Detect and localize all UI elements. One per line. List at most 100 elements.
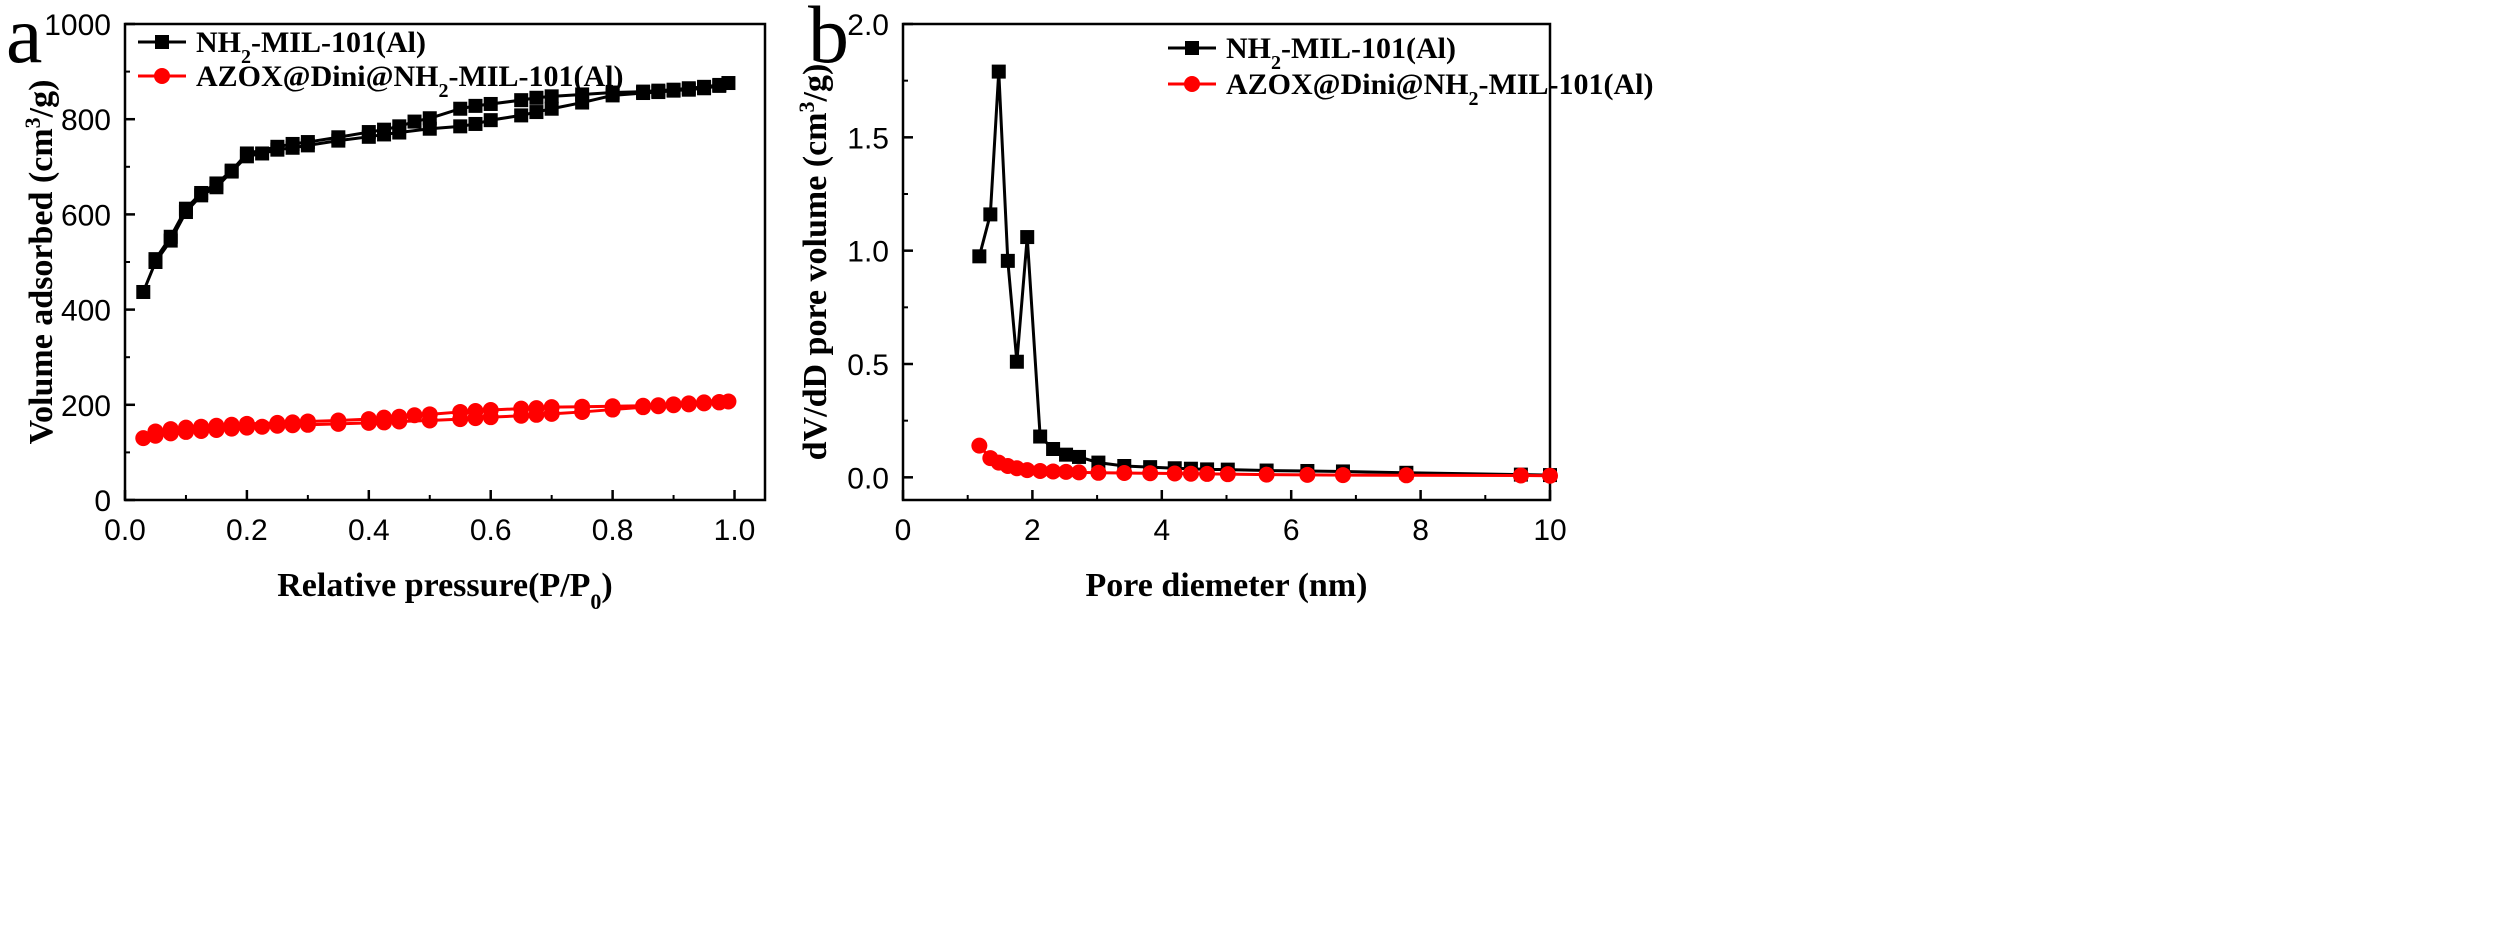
panel-a-x-axis-label-sub: 0 [590,589,601,614]
panel-a-x-tick-label: 0.4 [348,514,390,547]
panel-a-series-1-legend-label-pre: NH [196,26,241,59]
panel-b-series-2-legend-label-post: -MIL-101(Al) [1479,68,1654,101]
panel-b-y-axis-label: dV/dD pore volume (cm3/g) [794,64,835,461]
panel-a-series-1-legend-marker [155,35,169,49]
panel-b-series-1-point [1059,447,1074,462]
panel-a-series-1-point [544,101,559,116]
panel-a-x-tick-label: 1.0 [714,514,756,547]
panel-a-series-1-point [136,284,151,299]
panel-b-series-2-point [1258,466,1275,483]
panel-b-series-2-point [1019,462,1036,479]
panel-a-series-2-point [467,402,484,419]
panel-a-y-tick-label: 1000 [44,9,111,42]
panel-a-series-2-point [696,394,713,411]
panel-b-x-tick-label: 6 [1283,514,1300,547]
panel-b-series-1-legend-label-post: -MIL-101(Al) [1281,32,1456,65]
panel-b-series-2-point [1045,463,1062,480]
panel-a-series-1-point [529,90,544,105]
panel-a-label: a [6,0,42,80]
panel-a-series-1-legend-label-sub: 2 [241,46,251,68]
panel-b-x-axis-label-text: Pore diemeter (nm) [1086,567,1368,604]
panel-a-series-1-point [468,116,483,131]
panel-a-series-1-point [407,114,422,129]
panel-b-y-tick-label: 2.0 [847,9,889,42]
panel-a-series-2-legend-label: AZOX@Dini@NH2-MIL-101(Al) [196,60,623,102]
panel-a-series-2-point [482,402,499,419]
panel-b-x-tick-label: 8 [1412,514,1429,547]
panel-a-series-2-legend-marker [154,68,170,84]
panel-b-y-tick-label: 1.0 [847,236,889,269]
panel-b-series-2-point [1032,462,1049,479]
panel-a-series-1-point [483,113,498,128]
panel-a-series-1-point [529,105,544,120]
panel-b-series-2-point [1142,465,1159,482]
panel-a-series-1-point [636,84,651,99]
panel-a-series-1-legend-label: NH2-MIL-101(Al) [196,26,426,68]
panel-a-series-2-point [299,413,316,430]
panel-a-series-2-point [528,400,545,417]
panel-a-series-1-point [239,146,254,161]
panel-a-series-2-point [135,430,152,447]
panel-a-series-1-point [453,119,468,134]
panel-a-series-1-point [483,96,498,111]
panel-a-series-1-point [148,252,163,267]
panel-a-series-1-point [514,108,529,123]
panel-b-series-1-point [991,64,1006,79]
panel-b-y-axis-label-sup: 3 [794,101,819,112]
panel-a-series-2-point [238,415,255,432]
panel-a-series-1-point [453,101,468,116]
panel-a-x-tick-label: 0.2 [226,514,268,547]
panel-b-series-2-point [1199,465,1216,482]
panel-a-series-2-point [574,398,591,415]
panel-a-series-1-point [178,201,193,216]
panel-b-chart: 0 2 4 6 8 10 0.0 0.5 1.0 1.5 2.0b Pore diemeter (nm… [794,0,1654,604]
panel-a-series-2-point [452,403,469,420]
panel-a-series-2-point [421,406,438,423]
panel-a-series-2-point [513,400,530,417]
panel-a-series-1-point [270,139,285,154]
panel-a-series-2-point [330,412,347,429]
panel-b-x-axis-label: Pore diemeter (nm) [1086,567,1368,604]
panel-a-series-1-point [666,82,681,97]
panel-a-y-axis-label-end: /g) [23,80,60,119]
panel-a-series-2-point [391,408,408,425]
panel-a-y-axis-label: Volume adsorbed (cm3/g) [20,80,61,445]
panel-a-x-tick-label: 0.0 [104,514,146,547]
panel-a-series-2-point [177,419,194,436]
panel-b-series-2-point [971,437,988,454]
panel-a-series-1-point [651,83,666,98]
panel-a-series-2-legend-label-post: -MIL-101(Al) [449,60,624,93]
panel-a-series-2-legend-label-pre: AZOX@Dini@NH [196,60,439,93]
panel-b-series-1-legend-label-pre: NH [1226,32,1271,65]
panel-b-series-1-point [1046,442,1061,456]
panel-a-series-2-point [665,396,682,413]
panel-a-series-1-point [697,79,712,94]
panel-a-series-1-point [422,111,437,126]
panel-a-series-1-point [163,229,178,244]
panel-b-series-2-legend-label: AZOX@Dini@NH2-MIL-101(Al) [1226,68,1653,110]
panel-b-y-axis-label-main: dV/dD pore volume (cm [797,112,834,460]
panel-b-series-1-point [1009,354,1024,369]
panel-a-series-2-point [208,417,225,434]
panel-a-y-tick-label: 800 [61,104,111,137]
panel-b-series-2-point [1512,467,1529,484]
panel-a-series-1-point [361,125,376,140]
panel-a-series-2-point [711,393,728,410]
panel-a-series-2-point [193,418,210,435]
panel-a-series-2-point [162,421,179,438]
panel-a-series-2-point [376,409,393,426]
panel-a-series-1-legend-label-post: -MIL-101(Al) [251,26,426,59]
panel-a-series-1-point [575,87,590,102]
panel-b-series-2-point [1070,464,1087,481]
panel-b-y-tick-label: 0.5 [847,349,889,382]
panel-a-x-axis-label-main: Relative pressure(P/P [277,567,590,604]
panel-b-series-1-legend-marker [1185,41,1199,55]
panel-a-series-1-point [681,81,696,96]
panel-a-series-1-point [194,185,209,200]
panel-a-series-1-point [468,98,483,113]
panel-b-series-1-legend-label-sub: 2 [1271,52,1281,74]
panel-b-x-tick-label: 4 [1153,514,1170,547]
panel-a-series-2-point [147,423,164,440]
panel-a-series-1-point [712,77,727,92]
